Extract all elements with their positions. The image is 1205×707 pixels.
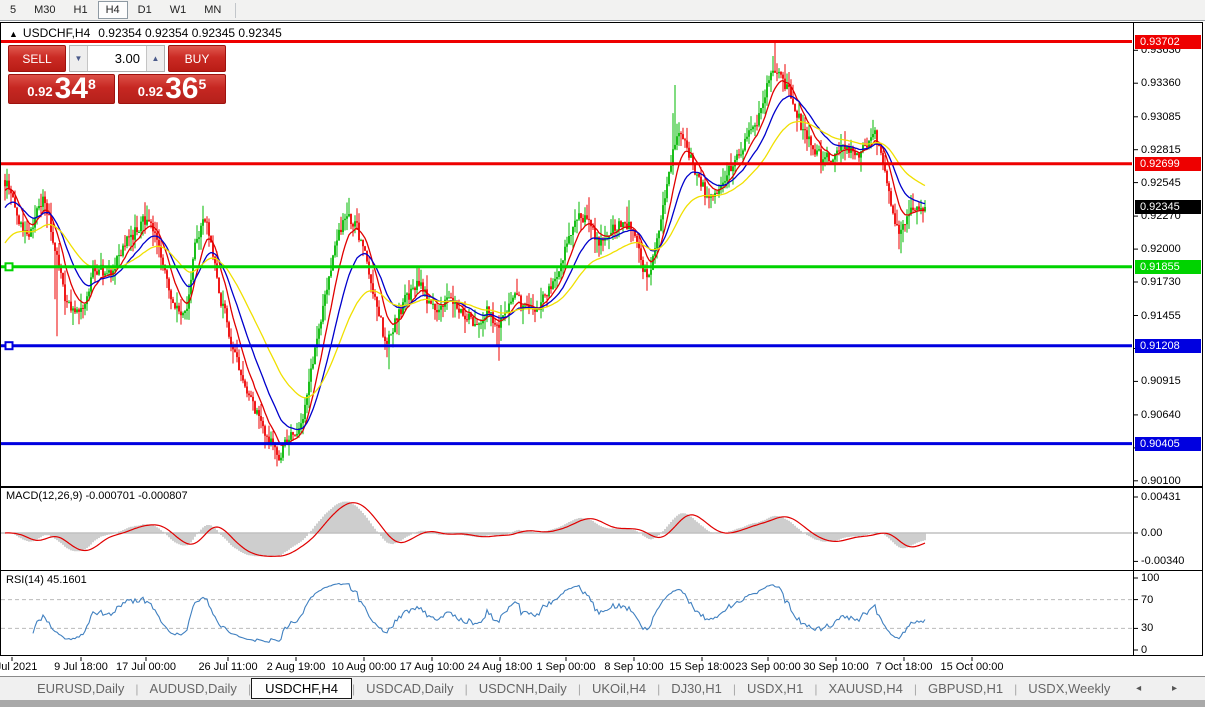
time-axis-label: 24 Aug 18:00: [467, 661, 533, 673]
tab-item-audusd-daily[interactable]: AUDUSD,Daily: [149, 681, 237, 696]
chart-title: ▲ USDCHF,H4 0.92354 0.92354 0.92345 0.9234…: [9, 26, 282, 40]
tab-separator: |: [732, 681, 736, 696]
tab-item-eurusd-daily[interactable]: EURUSD,Daily: [37, 681, 125, 696]
time-axis-label: 9 Jul 18:00: [54, 661, 108, 673]
time-axis-label: 8 Sep 10:00: [604, 661, 664, 673]
time-axis-label: 26 Jul 11:00: [198, 661, 258, 673]
timeframe-button-d1[interactable]: D1: [137, 4, 152, 16]
tab-scroll-arrows[interactable]: ◂ ▸: [1136, 683, 1191, 694]
sell-price-big: 34: [54, 72, 88, 105]
time-axis-label: 10 Aug 00:00: [331, 661, 397, 673]
time-axis-label: 2 Aug 19:00: [266, 661, 326, 673]
chart-ohlc-values: 0.92354 0.92354 0.92345 0.92345: [98, 26, 282, 40]
sell-price-prefix: 0.92: [27, 84, 53, 99]
tab-item-usdx-weekly[interactable]: USDX,Weekly: [1028, 681, 1111, 696]
tab-item-gbpusd-h1[interactable]: GBPUSD,H1: [927, 681, 1004, 696]
tab-separator: |: [464, 681, 468, 696]
time-axis-label: 1 Sep 00:00: [536, 661, 596, 673]
collapse-panel-icon[interactable]: ▲: [9, 29, 18, 39]
rsi-pane[interactable]: [0, 570, 1203, 656]
bottom-window-edge: [0, 700, 1205, 707]
time-axis-label: 7 Oct 18:00: [875, 661, 933, 673]
timeframe-toolbar: 5 M30 H1 H4 D1 W1 MN: [0, 0, 1205, 21]
price-axis-divider: [1133, 22, 1134, 656]
one-click-trading-panel: SELL ▼ 3.00 ▲ BUY 0.92 34 8 0.92 36 5: [8, 45, 226, 104]
timeframe-button-m30[interactable]: M30: [34, 4, 56, 16]
macd-signal-line: [4, 502, 926, 558]
candles-up-wicks: [6, 56, 926, 464]
tab-separator: |: [577, 681, 581, 696]
tab-separator: |: [352, 681, 356, 696]
tab-item-usdcad-daily[interactable]: USDCAD,Daily: [366, 681, 454, 696]
hline-drag-handle[interactable]: [4, 341, 14, 351]
buy-button[interactable]: BUY: [168, 45, 226, 72]
buy-price-sup: 5: [198, 76, 207, 92]
tab-item-usdchf-h4[interactable]: USDCHF,H4: [251, 678, 353, 699]
volume-up-button[interactable]: ▲: [146, 46, 164, 71]
buy-price-big: 36: [165, 72, 199, 105]
macd-indicator-label: MACD(12,26,9) -0.000701 -0.000807: [6, 490, 188, 502]
time-axis-label: 2 Jul 2021: [0, 661, 38, 673]
tab-separator: |: [247, 681, 252, 696]
toolbar-separator: [235, 2, 237, 18]
moving-average-line-1: [4, 79, 926, 446]
time-axis-label: 15 Oct 00:00: [940, 661, 1004, 673]
time-axis-label: 17 Aug 10:00: [399, 661, 465, 673]
volume-input[interactable]: 3.00: [88, 46, 146, 71]
volume-stepper: ▼ 3.00 ▲: [69, 45, 165, 72]
rsi-line: [32, 582, 926, 644]
candles-down-bodies: [4, 70, 924, 461]
timeframe-button-w1[interactable]: W1: [169, 4, 187, 16]
time-axis-label: 30 Sep 10:00: [803, 661, 869, 673]
symbol-tab-bar: EURUSD,Daily | AUDUSD,Daily | USDCHF,H4 | USDC…: [0, 676, 1205, 700]
hline-drag-handle[interactable]: [4, 262, 14, 272]
sell-price-sup: 8: [87, 76, 96, 92]
buy-price-prefix: 0.92: [137, 84, 164, 99]
tab-separator: |: [913, 681, 917, 696]
timeframe-button-h4[interactable]: H4: [97, 1, 128, 19]
tab-item-usdcnh-daily[interactable]: USDCNH,Daily: [478, 681, 567, 696]
sell-price-display[interactable]: 0.92 34 8: [8, 74, 115, 104]
timeframe-button-5[interactable]: 5: [10, 4, 17, 16]
macd-histogram: [6, 501, 926, 557]
volume-down-button[interactable]: ▼: [70, 46, 88, 71]
tab-separator: |: [814, 681, 818, 696]
tab-item-ukoil-h4[interactable]: UKOil,H4: [591, 681, 647, 696]
time-axis-label: 17 Jul 00:00: [116, 661, 176, 673]
moving-average-line-3: [4, 120, 926, 399]
tab-separator: |: [1014, 681, 1018, 696]
moving-average-line-2: [4, 95, 926, 431]
time-axis-label: 15 Sep 18:00: [669, 661, 735, 673]
rsi-indicator-label: RSI(14) 45.1601: [6, 574, 87, 586]
tab-separator: |: [657, 681, 661, 696]
chart-symbol-label: USDCHF,H4: [22, 26, 91, 40]
tab-item-xauusd-h4[interactable]: XAUUSD,H4: [828, 681, 903, 696]
time-axis-label: 23 Sep 00:00: [735, 661, 801, 673]
tab-item-dj30-h1[interactable]: DJ30,H1: [671, 681, 722, 696]
buy-price-display[interactable]: 0.92 36 5: [118, 74, 226, 104]
tab-separator: |: [135, 681, 139, 696]
timeframe-button-h1[interactable]: H1: [73, 4, 88, 16]
sell-button[interactable]: SELL: [8, 45, 66, 72]
tab-item-usdx-h1[interactable]: USDX,H1: [746, 681, 804, 696]
timeframe-button-mn[interactable]: MN: [204, 4, 222, 16]
